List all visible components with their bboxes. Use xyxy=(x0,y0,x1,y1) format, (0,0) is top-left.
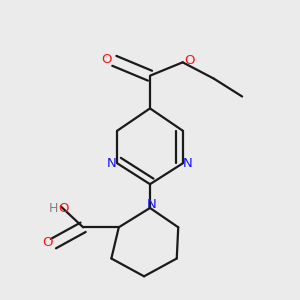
Text: N: N xyxy=(147,198,156,211)
Text: O: O xyxy=(102,53,112,66)
Text: O: O xyxy=(42,236,53,249)
Text: O: O xyxy=(184,54,194,67)
Text: O: O xyxy=(58,202,69,215)
Text: N: N xyxy=(183,157,193,170)
Text: N: N xyxy=(107,157,117,170)
Text: H: H xyxy=(49,202,58,215)
